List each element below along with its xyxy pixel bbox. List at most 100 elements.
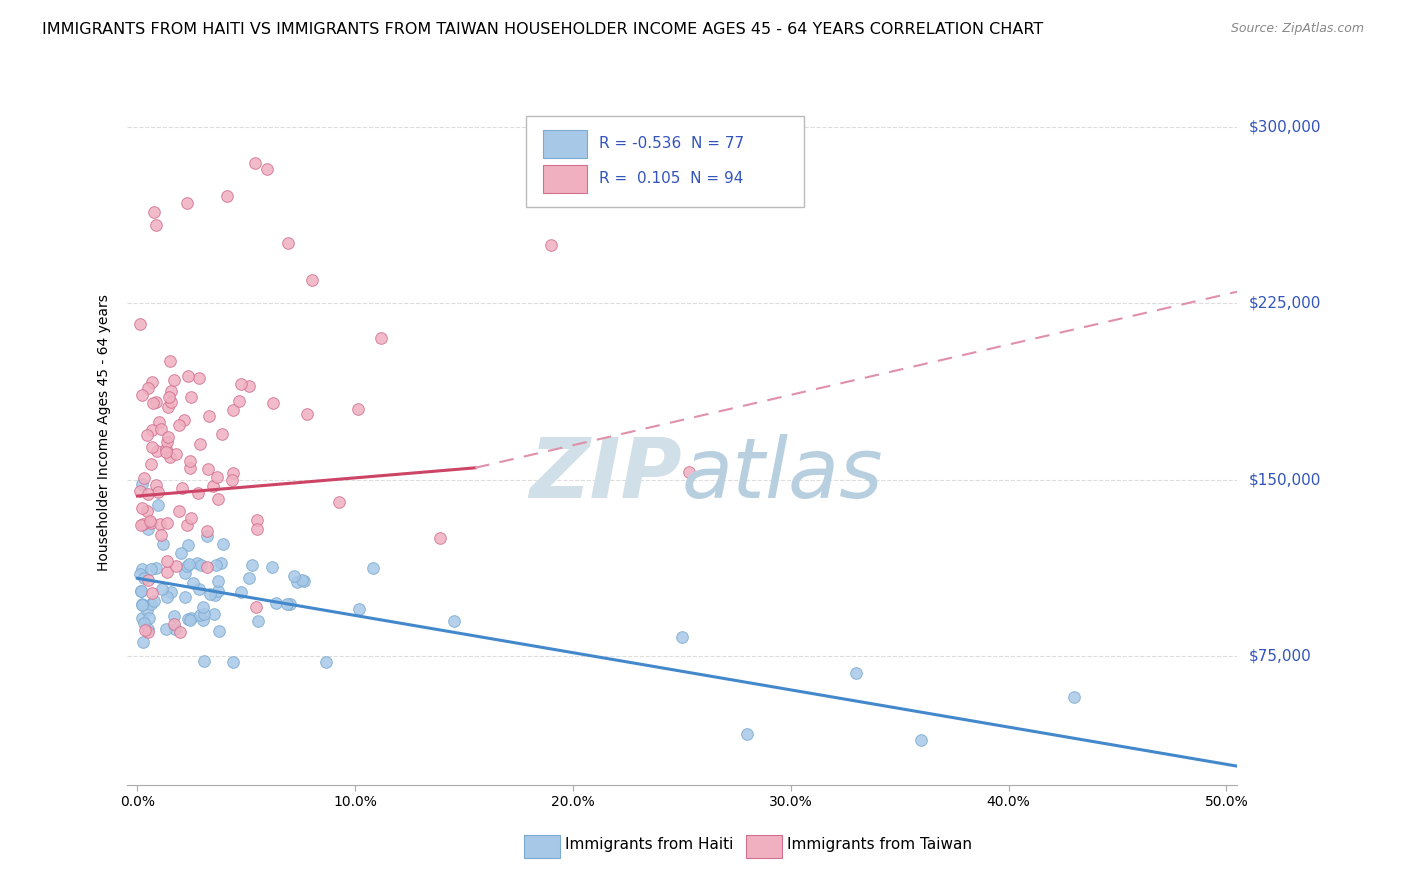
Point: [173, 413, 195, 427]
Point: [136, 381, 159, 395]
Point: [197, 409, 219, 424]
Point: [155, 442, 177, 456]
Point: [146, 443, 169, 458]
Point: [180, 390, 202, 404]
Point: [429, 531, 451, 545]
Point: [278, 597, 301, 611]
Point: [211, 427, 233, 442]
Point: [540, 237, 562, 252]
Point: [128, 566, 150, 581]
Point: [264, 596, 287, 610]
Point: [290, 573, 312, 587]
Point: [187, 582, 209, 596]
Point: [139, 516, 162, 530]
Point: [179, 613, 201, 627]
Point: [207, 574, 229, 589]
Point: [180, 610, 202, 624]
Point: [910, 733, 932, 747]
Text: $150,000: $150,000: [1249, 472, 1320, 487]
Point: [141, 423, 163, 437]
Point: [443, 614, 465, 628]
Point: [215, 189, 238, 203]
FancyBboxPatch shape: [524, 835, 560, 857]
Point: [163, 609, 186, 624]
Point: [188, 437, 211, 451]
FancyBboxPatch shape: [526, 116, 804, 207]
Point: [190, 558, 212, 572]
Point: [132, 471, 155, 485]
Point: [207, 491, 229, 506]
Point: [142, 204, 165, 219]
Point: [129, 517, 152, 532]
Point: [155, 566, 177, 580]
Point: [361, 560, 384, 574]
Point: [157, 390, 180, 404]
Point: [195, 524, 218, 539]
Point: [735, 727, 758, 741]
Point: [207, 583, 229, 598]
Text: Immigrants from Haiti: Immigrants from Haiti: [565, 838, 734, 853]
Point: [131, 598, 153, 612]
Point: [143, 594, 166, 608]
Point: [204, 588, 226, 602]
Point: [245, 156, 267, 170]
Point: [156, 435, 179, 450]
Point: [129, 584, 152, 599]
Point: [159, 450, 181, 465]
Point: [169, 504, 191, 518]
Point: [176, 195, 198, 210]
Point: [150, 422, 173, 436]
Point: [146, 485, 169, 500]
Point: [165, 559, 187, 574]
Point: [134, 623, 156, 637]
Point: [301, 273, 323, 287]
Point: [671, 631, 693, 645]
Point: [193, 654, 215, 668]
Point: [195, 560, 218, 574]
Point: [246, 522, 269, 536]
Point: [138, 611, 160, 625]
Point: [276, 598, 298, 612]
Point: [131, 500, 153, 515]
Point: [191, 613, 214, 627]
Point: [229, 377, 252, 392]
FancyBboxPatch shape: [543, 165, 588, 193]
FancyBboxPatch shape: [543, 129, 588, 158]
Text: R =  0.105  N = 94: R = 0.105 N = 94: [599, 171, 742, 186]
Point: [179, 557, 201, 571]
Point: [148, 415, 170, 429]
Point: [139, 515, 162, 529]
Point: [132, 615, 155, 630]
Point: [247, 614, 270, 628]
Point: [170, 546, 193, 560]
Point: [138, 522, 160, 536]
Point: [141, 597, 163, 611]
Point: [131, 611, 153, 625]
Point: [131, 477, 153, 491]
Point: [149, 528, 172, 542]
Point: [132, 571, 155, 585]
Point: [212, 537, 235, 551]
Point: [156, 430, 179, 444]
Text: IMMIGRANTS FROM HAITI VS IMMIGRANTS FROM TAIWAN HOUSEHOLDER INCOME AGES 45 - 64 : IMMIGRANTS FROM HAITI VS IMMIGRANTS FROM…: [42, 22, 1043, 37]
Point: [197, 462, 219, 476]
Point: [159, 384, 181, 398]
Point: [262, 396, 284, 410]
Point: [193, 607, 215, 621]
Point: [152, 537, 174, 551]
Point: [202, 478, 225, 492]
Point: [207, 470, 229, 484]
Point: [188, 370, 211, 384]
Point: [139, 562, 162, 576]
Point: [180, 511, 202, 525]
Y-axis label: Householder Income Ages 45 - 64 years: Householder Income Ages 45 - 64 years: [97, 294, 111, 571]
Point: [231, 584, 253, 599]
Point: [135, 427, 157, 442]
Point: [136, 573, 159, 587]
Point: [156, 516, 179, 530]
Point: [141, 440, 163, 454]
Point: [131, 516, 153, 531]
Point: [179, 453, 201, 467]
Point: [156, 401, 179, 415]
Text: Source: ZipAtlas.com: Source: ZipAtlas.com: [1230, 22, 1364, 36]
